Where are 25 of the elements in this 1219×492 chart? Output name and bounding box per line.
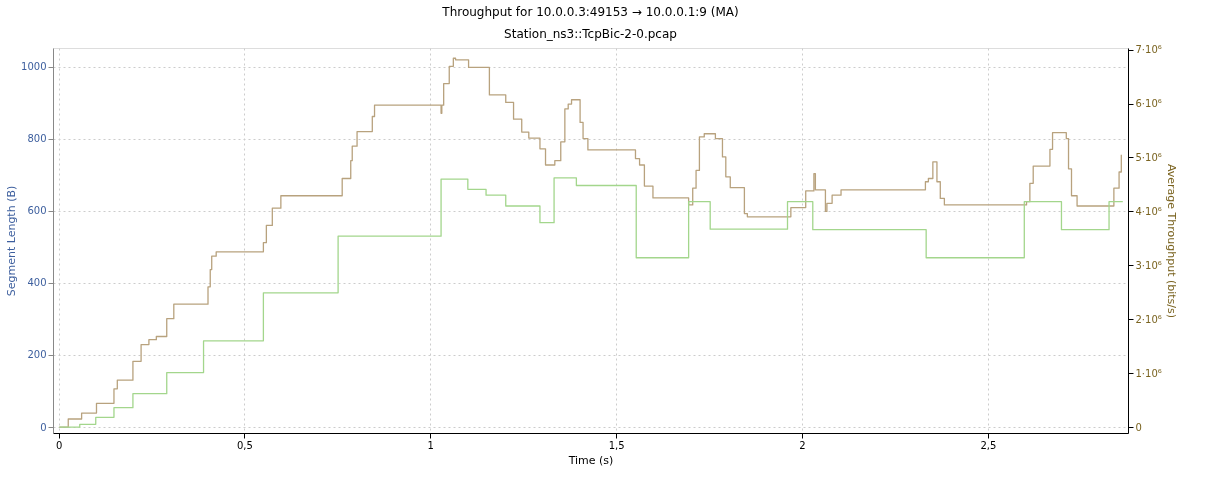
y2-tick-label: 4·10⁶ bbox=[1135, 205, 1162, 217]
y-tick-label: 600 bbox=[27, 205, 47, 217]
x-tick-label: 0,5 bbox=[236, 439, 253, 451]
y2-axis-title: Average Throughput (bits/s) bbox=[1164, 163, 1178, 319]
x-axis-title: Time (s) bbox=[567, 453, 614, 467]
x-tick-label: 2,5 bbox=[980, 439, 997, 451]
y2-tick-label: 5·10⁶ bbox=[1135, 151, 1162, 163]
y-tick-label: 200 bbox=[27, 349, 47, 361]
y-tick-label: 800 bbox=[27, 133, 47, 145]
x-tick-label: 1 bbox=[427, 439, 434, 451]
y-tick-label: 1000 bbox=[21, 61, 47, 73]
x-tick-label: 1,5 bbox=[608, 439, 625, 451]
y2-tick-label: 7·10⁶ bbox=[1135, 44, 1162, 56]
y2-tick-label: 2·10⁶ bbox=[1135, 313, 1162, 325]
y2-tick-label: 0 bbox=[1135, 421, 1142, 433]
y2-tick-label: 6·10⁶ bbox=[1135, 98, 1162, 110]
chart-subtitle: Station_ns3::TcpBic-2-0.pcap bbox=[504, 26, 677, 41]
y2-tick-label: 1·10⁶ bbox=[1135, 367, 1162, 379]
y-tick-label: 400 bbox=[27, 277, 47, 289]
x-tick-label: 0 bbox=[55, 439, 63, 451]
x-tick-label: 2 bbox=[799, 439, 806, 451]
y2-tick-label: 3·10⁶ bbox=[1135, 259, 1162, 271]
chart-title: Throughput for 10.0.0.3:49153 → 10.0.0.1:9 (MA) bbox=[441, 4, 739, 19]
y-axis-title: Segment Length (B) bbox=[5, 185, 19, 297]
y-tick-label: 0 bbox=[40, 421, 47, 433]
